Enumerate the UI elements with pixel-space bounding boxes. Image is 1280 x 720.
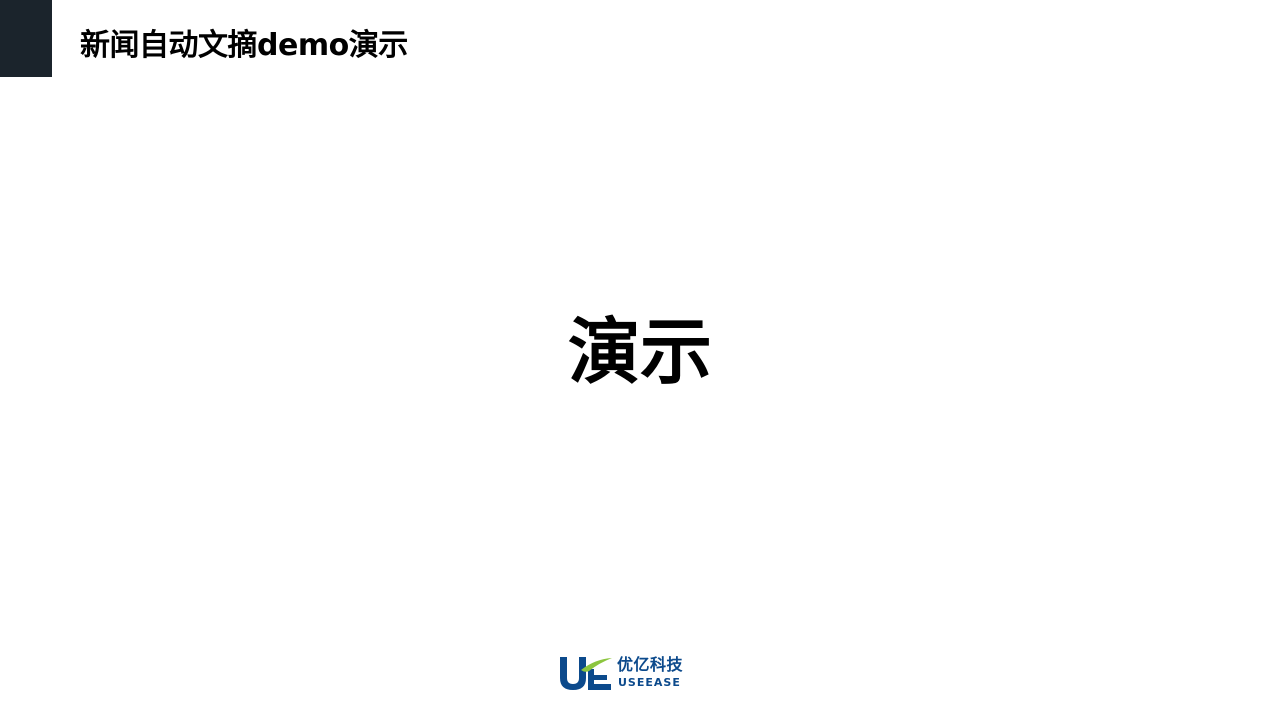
slide-title: 新闻自动文摘demo演示: [80, 28, 408, 63]
company-logo: 优亿科技 USEEASE: [559, 655, 694, 691]
logo-name-en: USEEASE: [618, 676, 681, 689]
logo-name-cn: 优亿科技: [617, 655, 684, 674]
corner-accent-block: [0, 0, 52, 77]
ue-logo-mark-icon: [560, 657, 612, 690]
center-heading: 演示: [567, 310, 712, 394]
